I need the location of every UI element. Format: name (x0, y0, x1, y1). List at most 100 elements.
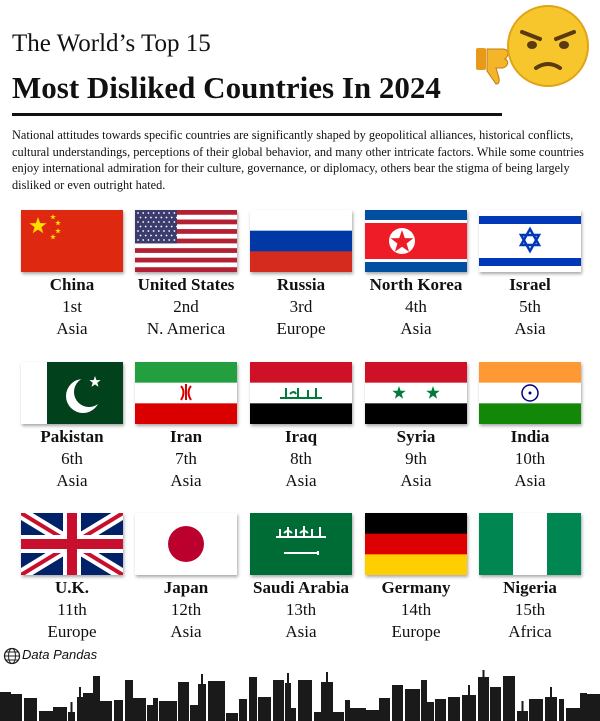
flag-star (173, 230, 176, 232)
country-card: Nigeria 15th Africa (470, 513, 590, 642)
country-region: Asia (56, 471, 88, 490)
country-name: Russia (276, 275, 326, 294)
skyline-building (566, 708, 580, 721)
country-region: Asia (400, 471, 432, 490)
skyline-building (100, 701, 112, 721)
flag-stripe (135, 210, 237, 216)
angry-face (507, 5, 589, 87)
flag-star (168, 230, 171, 232)
skyline-building (83, 693, 93, 721)
flag-star (173, 212, 176, 214)
country-card: North Korea 4th Asia (356, 210, 476, 339)
skyline-building (125, 680, 133, 721)
country-card: Israel 5th Asia (470, 210, 590, 339)
flag-stripe (135, 252, 237, 258)
skyline-building (133, 698, 146, 721)
skyline-building (350, 708, 366, 721)
skyline-building (24, 698, 37, 721)
flag-star (160, 216, 163, 219)
flag-star (165, 234, 168, 237)
country-card: Iraq 8th Asia (241, 362, 361, 491)
flag (250, 210, 352, 272)
flag (21, 513, 123, 575)
country-rank: 12th (170, 600, 202, 619)
flag-star (142, 212, 145, 214)
country-name: Iran (169, 427, 203, 446)
country-card: U.K. 11th Europe (12, 513, 132, 642)
flag-star (157, 230, 160, 232)
skyline-building (448, 697, 460, 721)
country-rank: 8th (290, 449, 312, 468)
country-region: N. America (146, 319, 226, 338)
flag-star (170, 234, 173, 237)
flag-emblem (180, 384, 192, 401)
flag-stripe (135, 262, 237, 268)
title-underline (12, 113, 502, 116)
skyline-building (345, 700, 350, 721)
country-card: Germany 14th Europe (356, 513, 476, 642)
skyline-building (421, 680, 427, 721)
country-region: Europe (47, 622, 97, 641)
skyline-building (77, 697, 83, 721)
flag-stripe (479, 216, 581, 224)
flag (135, 513, 237, 575)
flag-star (155, 216, 157, 219)
flag-stripe (365, 403, 467, 424)
skyline-building (462, 695, 476, 721)
skyline-spire (287, 673, 289, 683)
flag-stripe (135, 233, 237, 239)
flag (250, 362, 352, 424)
skyline-building (545, 697, 557, 721)
country-region: Asia (514, 471, 546, 490)
flag (135, 210, 237, 272)
eye (559, 41, 569, 49)
skyline-building (39, 711, 53, 721)
flag-stripe (547, 513, 581, 575)
skyline-building (68, 712, 75, 721)
skyline-building (529, 699, 543, 721)
flag (479, 210, 581, 272)
flag-crescent (74, 377, 104, 407)
flag-star (390, 230, 414, 252)
flag-star (392, 386, 406, 399)
flag-wheel (528, 391, 532, 395)
flag-star (157, 239, 160, 241)
flag-star (168, 239, 171, 241)
flag-stripe (250, 382, 352, 404)
flag-stripe (135, 219, 237, 225)
country-name: Israel (509, 275, 551, 294)
country-rank: 5th (519, 297, 541, 316)
country-card: Japan 12th Asia (126, 513, 246, 642)
flag-star (139, 225, 142, 228)
skyline-building (11, 694, 22, 721)
skyline-building (147, 705, 153, 721)
skyline-building (190, 705, 198, 721)
flag-star (176, 234, 178, 237)
skyline-building (159, 701, 177, 721)
flag (21, 210, 123, 272)
country-region: Europe (391, 622, 441, 641)
flag-stripe (365, 533, 467, 555)
flag-stripe (250, 403, 352, 424)
skyline-building (273, 680, 284, 721)
title-main: Most Disliked Countries In 2024 (12, 70, 441, 105)
flag-star (139, 216, 142, 219)
country-rank: 10th (514, 449, 546, 468)
flag-stripe (479, 403, 581, 424)
skyline-building (366, 710, 379, 721)
country-rank: 2nd (173, 297, 199, 316)
flag-stripe (513, 513, 548, 575)
skyline-building (435, 699, 446, 721)
skyline-building (427, 702, 434, 721)
skyline-building (478, 677, 489, 721)
flag-star (147, 230, 150, 232)
skyline-spire (79, 687, 81, 697)
skyline-building (587, 694, 600, 721)
flag-star (50, 214, 56, 220)
flag-cross (21, 513, 123, 575)
skyline-building (239, 699, 247, 721)
flag-star (152, 230, 155, 232)
country-region: Asia (285, 471, 317, 490)
flag-stripe (135, 224, 237, 230)
flag (479, 362, 581, 424)
